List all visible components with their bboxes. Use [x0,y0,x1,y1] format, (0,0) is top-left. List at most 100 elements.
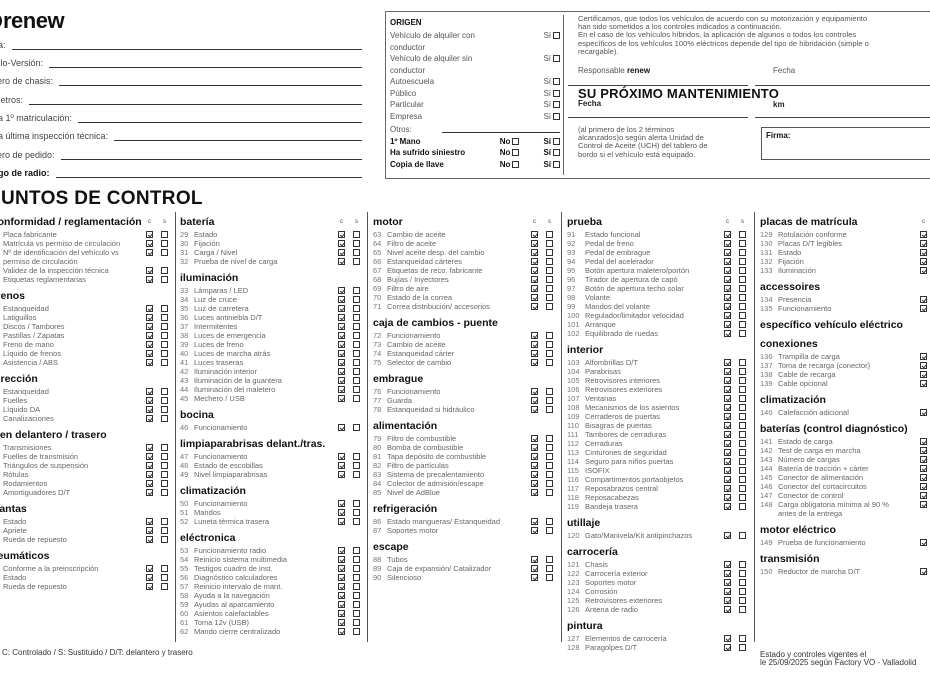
replaced-checkbox[interactable] [739,303,746,310]
replaced-checkbox[interactable] [161,518,168,525]
replaced-checkbox[interactable] [739,635,746,642]
controlled-checkbox[interactable] [146,518,153,525]
replaced-checkbox[interactable] [546,249,553,256]
controlled-checkbox[interactable] [146,444,153,451]
controlled-checkbox[interactable] [531,397,538,404]
replaced-checkbox[interactable] [739,413,746,420]
replaced-checkbox[interactable] [546,574,553,581]
replaced-checkbox[interactable] [353,377,360,384]
replaced-checkbox[interactable] [353,601,360,608]
checkbox[interactable] [553,78,560,85]
controlled-checkbox[interactable] [146,350,153,357]
replaced-checkbox[interactable] [161,471,168,478]
replaced-checkbox[interactable] [161,305,168,312]
replaced-checkbox[interactable] [161,276,168,283]
controlled-checkbox[interactable] [920,240,927,247]
controlled-checkbox[interactable] [531,471,538,478]
signature-box[interactable]: Firma: [761,127,930,160]
controlled-checkbox[interactable] [338,258,345,265]
replaced-checkbox[interactable] [546,471,553,478]
vehicle-field[interactable]: Kilómetros: [0,93,362,105]
replaced-checkbox[interactable] [353,619,360,626]
controlled-checkbox[interactable] [338,601,345,608]
controlled-checkbox[interactable] [724,404,731,411]
replaced-checkbox[interactable] [739,240,746,247]
replaced-checkbox[interactable] [161,406,168,413]
controlled-checkbox[interactable] [724,368,731,375]
controlled-checkbox[interactable] [724,458,731,465]
replaced-checkbox[interactable] [353,628,360,635]
replaced-checkbox[interactable] [353,462,360,469]
controlled-checkbox[interactable] [724,606,731,613]
controlled-checkbox[interactable] [146,565,153,572]
controlled-checkbox[interactable] [146,305,153,312]
replaced-checkbox[interactable] [353,231,360,238]
replaced-checkbox[interactable] [161,453,168,460]
replaced-checkbox[interactable] [353,574,360,581]
controlled-checkbox[interactable] [920,249,927,256]
controlled-checkbox[interactable] [531,240,538,247]
controlled-checkbox[interactable] [531,332,538,339]
replaced-checkbox[interactable] [739,431,746,438]
origin-yes-checkbox[interactable]: Sí [543,53,560,65]
controlled-checkbox[interactable] [338,453,345,460]
controlled-checkbox[interactable] [724,561,731,568]
cert-date-line[interactable] [755,85,930,86]
controlled-checkbox[interactable] [338,341,345,348]
controlled-checkbox[interactable] [338,240,345,247]
replaced-checkbox[interactable] [739,644,746,651]
replaced-checkbox[interactable] [546,359,553,366]
controlled-checkbox[interactable] [724,249,731,256]
controlled-checkbox[interactable] [531,267,538,274]
field-input-line[interactable] [114,132,362,141]
controlled-checkbox[interactable] [146,471,153,478]
controlled-checkbox[interactable] [724,635,731,642]
controlled-checkbox[interactable] [146,462,153,469]
controlled-checkbox[interactable] [338,386,345,393]
vehicle-field[interactable]: Número de pedido: [0,148,362,160]
origin-others[interactable]: Otros: [390,124,560,136]
replaced-checkbox[interactable] [161,480,168,487]
controlled-checkbox[interactable] [920,371,927,378]
replaced-checkbox[interactable] [739,377,746,384]
controlled-checkbox[interactable] [146,453,153,460]
controlled-checkbox[interactable] [338,359,345,366]
replaced-checkbox[interactable] [739,231,746,238]
controlled-checkbox[interactable] [724,258,731,265]
controlled-checkbox[interactable] [724,422,731,429]
controlled-checkbox[interactable] [920,258,927,265]
controlled-checkbox[interactable] [338,296,345,303]
controlled-checkbox[interactable] [724,359,731,366]
replaced-checkbox[interactable] [161,314,168,321]
controlled-checkbox[interactable] [338,518,345,525]
controlled-checkbox[interactable] [338,610,345,617]
controlled-checkbox[interactable] [338,350,345,357]
replaced-checkbox[interactable] [353,314,360,321]
controlled-checkbox[interactable] [724,377,731,384]
vehicle-field[interactable]: Marca: [0,38,362,50]
controlled-checkbox[interactable] [531,462,538,469]
controlled-checkbox[interactable] [338,471,345,478]
controlled-checkbox[interactable] [531,489,538,496]
controlled-checkbox[interactable] [531,556,538,563]
controlled-checkbox[interactable] [146,240,153,247]
replaced-checkbox[interactable] [546,556,553,563]
replaced-checkbox[interactable] [739,449,746,456]
controlled-checkbox[interactable] [724,294,731,301]
controlled-checkbox[interactable] [146,415,153,422]
controlled-checkbox[interactable] [531,294,538,301]
replaced-checkbox[interactable] [161,332,168,339]
controlled-checkbox[interactable] [146,359,153,366]
controlled-checkbox[interactable] [531,249,538,256]
replaced-checkbox[interactable] [546,341,553,348]
controlled-checkbox[interactable] [724,597,731,604]
controlled-checkbox[interactable] [338,628,345,635]
controlled-checkbox[interactable] [920,465,927,472]
replaced-checkbox[interactable] [353,424,360,431]
replaced-checkbox[interactable] [546,294,553,301]
controlled-checkbox[interactable] [338,368,345,375]
controlled-checkbox[interactable] [920,296,927,303]
replaced-checkbox[interactable] [739,267,746,274]
controlled-checkbox[interactable] [338,500,345,507]
controlled-checkbox[interactable] [724,588,731,595]
